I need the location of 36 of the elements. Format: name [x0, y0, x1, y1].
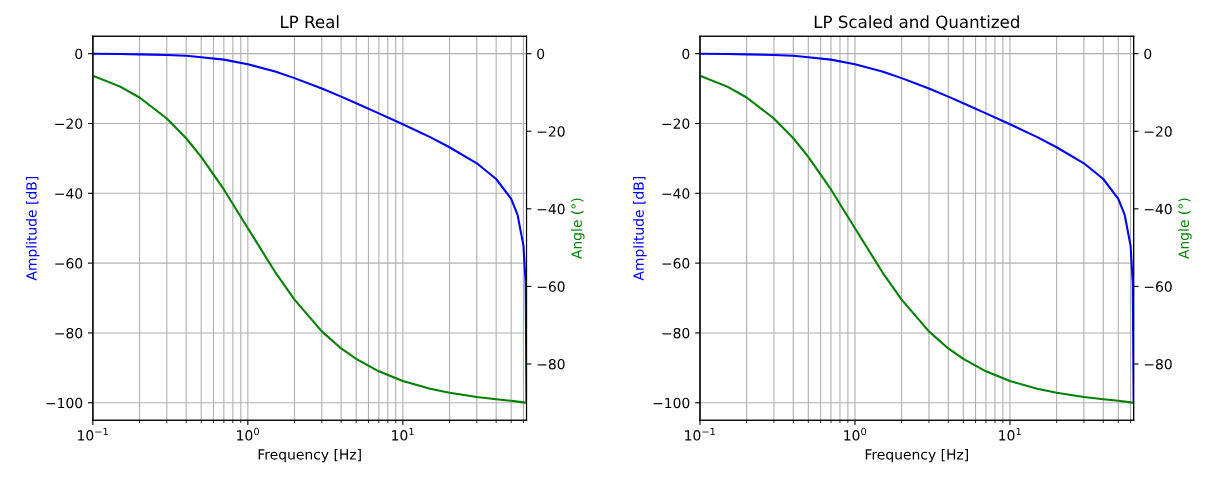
x-tick-label: 10$^{−1}$: [685, 427, 715, 441]
y-tick-label: −80: [55, 327, 83, 339]
y2-tick-label: −60: [1144, 281, 1172, 292]
y-axis-title: Amplitude [dB]: [25, 177, 40, 281]
x-tick-label: 10$^{0}$: [844, 427, 867, 441]
y-tick-label: −100: [46, 397, 83, 409]
x-axis-title: Frequency [Hz]: [865, 448, 968, 463]
y2-tick-label: −80: [537, 358, 565, 370]
y-tick-label: −20: [55, 118, 83, 129]
x-tick-label: 10$^{0}$: [237, 427, 259, 441]
x-axis-title: Frequency [Hz]: [258, 448, 361, 463]
y-tick-label: −60: [662, 258, 690, 269]
y-tick-label: −100: [653, 397, 690, 409]
y2-tick-label: 0: [537, 48, 545, 60]
y2-axis-title: Angle (°): [1178, 198, 1192, 259]
chart-title: LP Scaled and Quantized: [814, 15, 1019, 31]
x-tick-label: 10$^{−1}$: [78, 427, 108, 441]
y-tick-label: −80: [662, 327, 690, 339]
x-tick-label: 10$^{1}$: [392, 427, 414, 441]
y2-axis-title: Angle (°): [571, 198, 585, 259]
y-tick-label: −20: [662, 118, 690, 129]
chart-title: LP Real: [281, 15, 339, 29]
y2-tick-label: −40: [537, 203, 565, 215]
y-tick-label: −40: [55, 188, 83, 199]
y2-tick-label: −20: [1144, 126, 1172, 137]
y-axis-title: Amplitude [dB]: [633, 177, 647, 281]
y2-tick-label: −40: [1144, 203, 1172, 215]
y2-tick-label: −60: [537, 281, 565, 292]
y-tick-label: −60: [55, 258, 83, 269]
y2-tick-label: −20: [537, 126, 565, 137]
y-tick-label: 0: [75, 48, 83, 60]
y2-tick-label: −80: [1144, 358, 1172, 370]
y-tick-label: 0: [682, 48, 690, 60]
x-tick-label: 10$^{1}$: [999, 427, 1021, 441]
y-tick-label: −40: [662, 188, 690, 199]
y2-tick-label: 0: [1144, 48, 1152, 60]
